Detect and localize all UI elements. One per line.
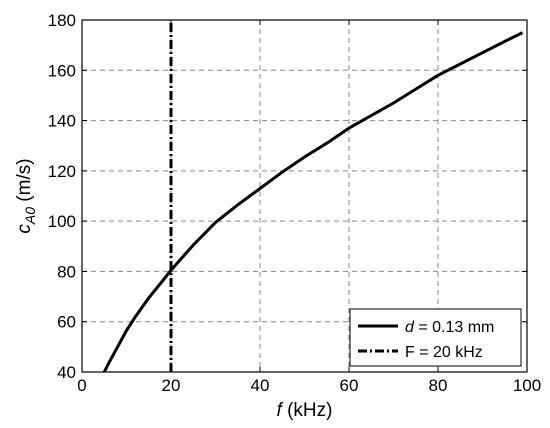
y-tick-label-4: 120 (48, 162, 76, 181)
y-tick-label-3: 100 (48, 212, 76, 231)
y-tick-label-0: 40 (57, 363, 76, 382)
y-tick-label-6: 160 (48, 61, 76, 80)
x-tick-label-5: 100 (513, 376, 541, 395)
series-layer (102, 20, 524, 373)
x-tick-label-4: 80 (429, 376, 448, 395)
y-tick-label-7: 180 (48, 11, 76, 30)
y-tick-label-2: 80 (57, 262, 76, 281)
x-tick-label-0: 0 (77, 376, 86, 395)
y-axis-label: cA0 (m/s) (14, 158, 38, 233)
y-tick-label-5: 140 (48, 112, 76, 131)
x-tick-label-2: 40 (251, 376, 270, 395)
tick-marks (81, 19, 528, 373)
legend: d = 0.13 mm F = 20 kHz (349, 308, 522, 367)
legend-box (349, 308, 522, 367)
y-tick-label-1: 60 (57, 313, 76, 332)
series-line-0 (102, 31, 524, 373)
legend-entry-series-1: F = 20 kHz (405, 344, 483, 361)
x-tick-label-1: 20 (162, 376, 181, 395)
x-tick-label-3: 60 (340, 376, 359, 395)
tick-labels: 0 20 40 60 80 100 40 60 80 100 120 140 160 180 (48, 11, 542, 395)
x-axis-label: f (kHz) (277, 400, 333, 421)
legend-entry-series-0: d = 0.13 mm (405, 319, 494, 336)
plot-frame (81, 19, 528, 373)
